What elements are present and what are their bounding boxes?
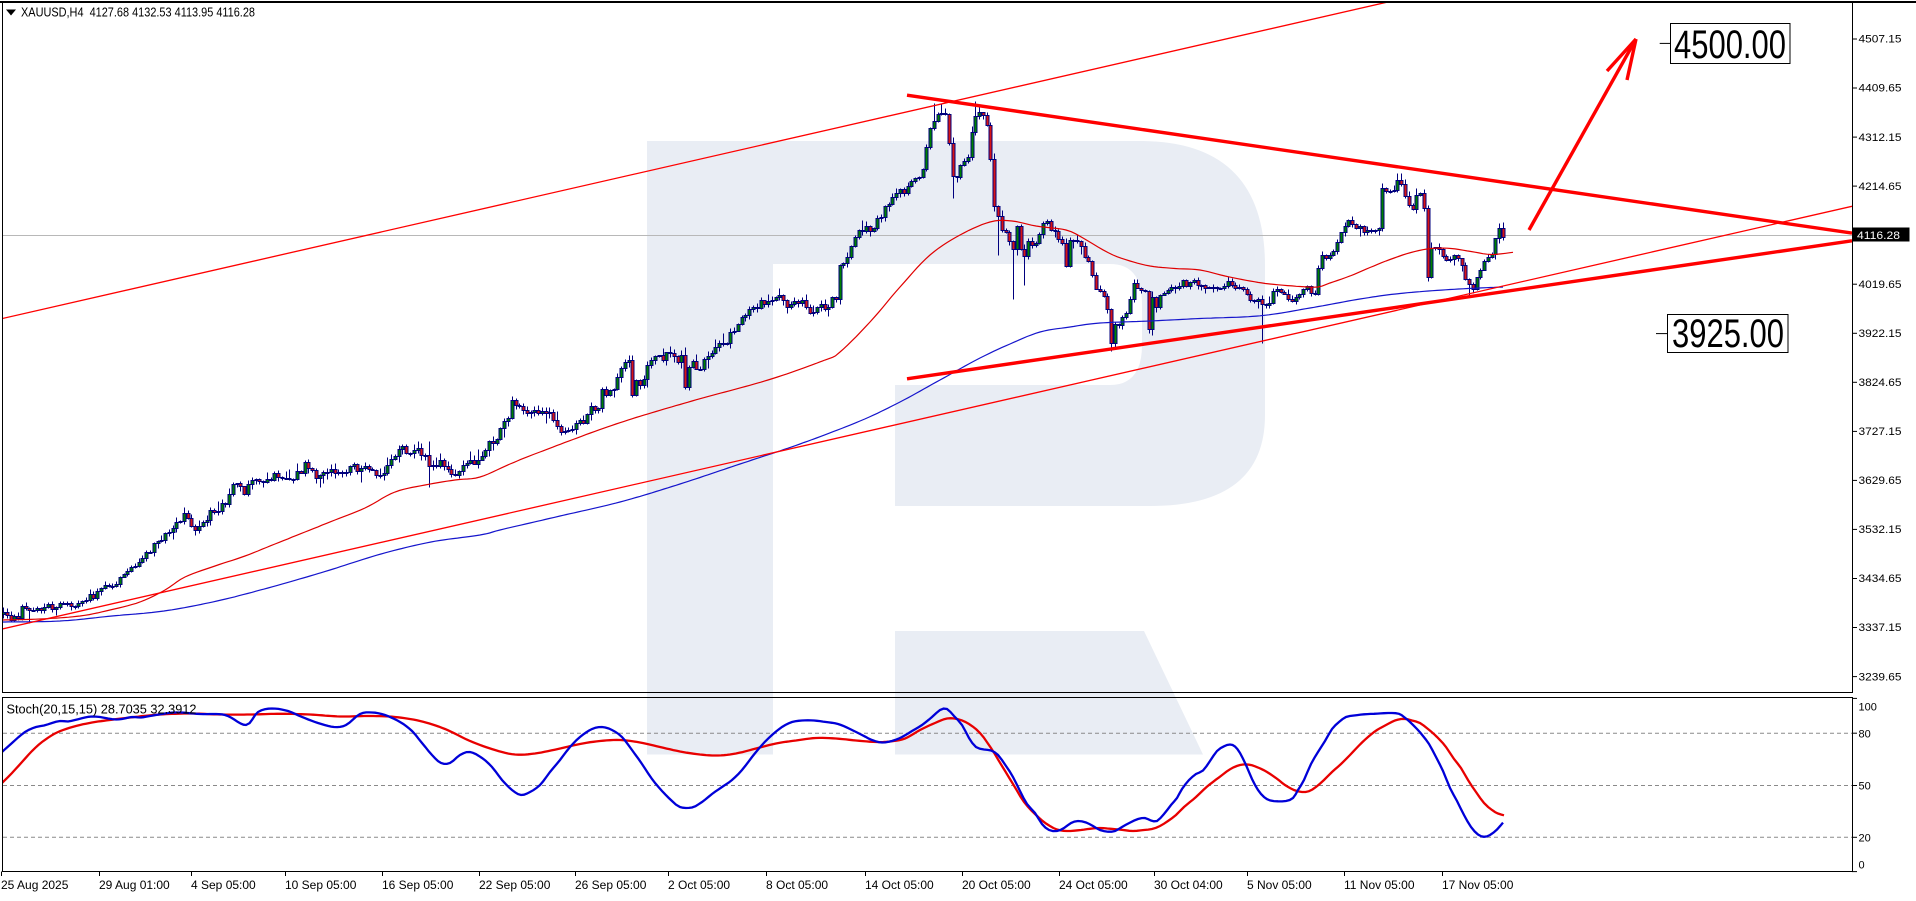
svg-text:4116.28: 4116.28: [1857, 230, 1900, 242]
svg-text:100: 100: [1859, 702, 1877, 714]
svg-text:4409.65: 4409.65: [1859, 83, 1902, 95]
svg-text:3434.65: 3434.65: [1859, 573, 1902, 585]
svg-text:3532.15: 3532.15: [1859, 524, 1902, 536]
svg-text:3922.15: 3922.15: [1859, 328, 1902, 340]
svg-text:25 Aug 2025: 25 Aug 2025: [1, 878, 69, 892]
svg-text:26 Sep 05:00: 26 Sep 05:00: [575, 878, 647, 892]
svg-text:22 Sep 05:00: 22 Sep 05:00: [479, 878, 551, 892]
svg-text:3824.65: 3824.65: [1859, 377, 1902, 389]
svg-text:Stoch(20,15,15) 28.7035 32.391: Stoch(20,15,15) 28.7035 32.3912: [7, 703, 197, 717]
svg-text:16 Sep 05:00: 16 Sep 05:00: [382, 878, 454, 892]
svg-text:14 Oct 05:00: 14 Oct 05:00: [865, 878, 934, 892]
svg-text:20 Oct 05:00: 20 Oct 05:00: [962, 878, 1031, 892]
svg-text:30 Oct 04:00: 30 Oct 04:00: [1154, 878, 1223, 892]
svg-text:3629.65: 3629.65: [1859, 475, 1902, 487]
svg-text:4 Sep 05:00: 4 Sep 05:00: [191, 878, 256, 892]
svg-text:5 Nov 05:00: 5 Nov 05:00: [1247, 878, 1312, 892]
svg-text:4507.15: 4507.15: [1859, 34, 1902, 46]
svg-text:8 Oct 05:00: 8 Oct 05:00: [766, 878, 828, 892]
svg-text:2 Oct 05:00: 2 Oct 05:00: [668, 878, 730, 892]
svg-text:3239.65: 3239.65: [1859, 671, 1902, 683]
svg-text:4214.65: 4214.65: [1859, 181, 1902, 193]
svg-text:3925.00: 3925.00: [1672, 312, 1784, 356]
svg-text:4500.00: 4500.00: [1674, 23, 1786, 67]
svg-text:29 Aug 01:00: 29 Aug 01:00: [99, 878, 170, 892]
svg-text:3727.15: 3727.15: [1859, 426, 1902, 438]
svg-text:4019.65: 4019.65: [1859, 279, 1902, 291]
svg-text:11 Nov 05:00: 11 Nov 05:00: [1344, 878, 1415, 892]
svg-text:80: 80: [1859, 728, 1871, 740]
svg-text:3337.15: 3337.15: [1859, 622, 1902, 634]
svg-text:20: 20: [1859, 833, 1871, 845]
svg-text:4312.15: 4312.15: [1859, 132, 1902, 144]
svg-text:17 Nov 05:00: 17 Nov 05:00: [1442, 878, 1514, 892]
svg-text:10 Sep 05:00: 10 Sep 05:00: [285, 878, 357, 892]
svg-text:0: 0: [1859, 860, 1865, 872]
svg-text:50: 50: [1859, 781, 1871, 793]
svg-text:XAUUSD,H4 4127.68 4132.53 411: XAUUSD,H4 4127.68 4132.53 4113.95 4116.2…: [21, 6, 255, 20]
svg-text:24 Oct 05:00: 24 Oct 05:00: [1059, 878, 1128, 892]
